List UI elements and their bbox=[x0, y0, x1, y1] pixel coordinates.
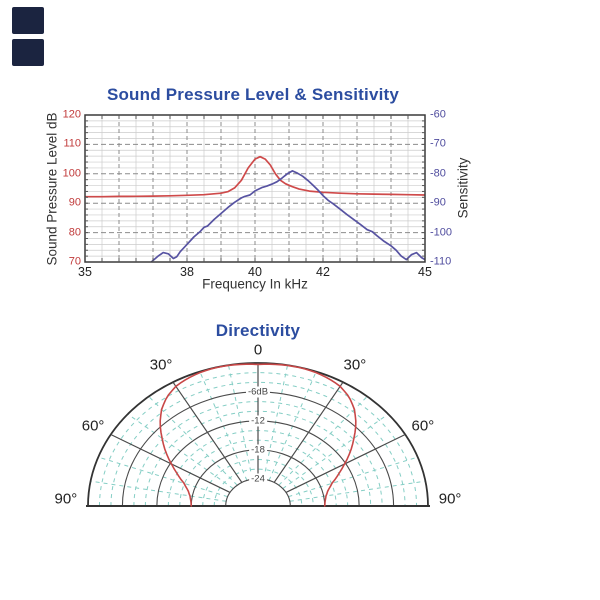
spl-ytick-right: -70 bbox=[430, 137, 446, 150]
directivity-pattern-curve bbox=[159, 363, 357, 507]
spl-ytick-left: 110 bbox=[63, 137, 81, 150]
spl-ytick-right: -60 bbox=[430, 108, 446, 121]
spl-xtick: 45 bbox=[418, 265, 432, 279]
polar-angle-label-60-right: 60° bbox=[411, 417, 435, 435]
decoration-block-bottom bbox=[12, 39, 44, 66]
spl-chart-title: Sound Pressure Level & Sensitivity bbox=[106, 85, 400, 104]
polar-rtick-label: -12 bbox=[249, 415, 267, 427]
spl-ytick-left: 90 bbox=[68, 196, 81, 209]
series-sensitivity-curve bbox=[150, 170, 425, 262]
directivity-chart-title: Directivity bbox=[215, 321, 301, 340]
polar-angle-label-30-left: 30° bbox=[149, 356, 173, 374]
polar-rtick-label: -24 bbox=[249, 473, 267, 485]
spl-xtick: 40 bbox=[248, 265, 262, 279]
polar-angle-label-60-left: 60° bbox=[81, 417, 105, 435]
spl-ytick-right: -80 bbox=[430, 167, 446, 180]
spl-left-axis-label: Sound Pressure Level dB bbox=[44, 112, 60, 266]
polar-angle-label-90-left: 90° bbox=[54, 490, 78, 508]
polar-angle-label-90-right: 90° bbox=[438, 490, 462, 508]
spl-ytick-left: 80 bbox=[68, 226, 81, 239]
spl-x-axis-label: Frequency In kHz bbox=[202, 276, 308, 292]
spl-xtick: 38 bbox=[180, 265, 194, 279]
decoration-block-top bbox=[12, 7, 44, 34]
spl-xtick: 42 bbox=[316, 265, 330, 279]
spl-ytick-left: 70 bbox=[68, 255, 81, 268]
polar-angle-label-0: 0 bbox=[253, 341, 263, 359]
polar-rtick-label: -18 bbox=[249, 444, 267, 456]
spl-xtick: 35 bbox=[78, 265, 92, 279]
spl-ytick-left: 120 bbox=[62, 108, 81, 121]
spl-right-axis-label: Sensitivity bbox=[455, 157, 471, 219]
spl-ytick-right: -100 bbox=[430, 226, 453, 239]
series-spl-curve bbox=[85, 155, 425, 198]
polar-angle-label-30-right: 30° bbox=[343, 356, 367, 374]
polar-rtick-label: -6dB bbox=[245, 386, 271, 398]
spl-ytick-left: 100 bbox=[62, 167, 81, 180]
spl-ytick-right: -90 bbox=[430, 196, 446, 209]
spl-ytick-right: -110 bbox=[430, 255, 452, 268]
